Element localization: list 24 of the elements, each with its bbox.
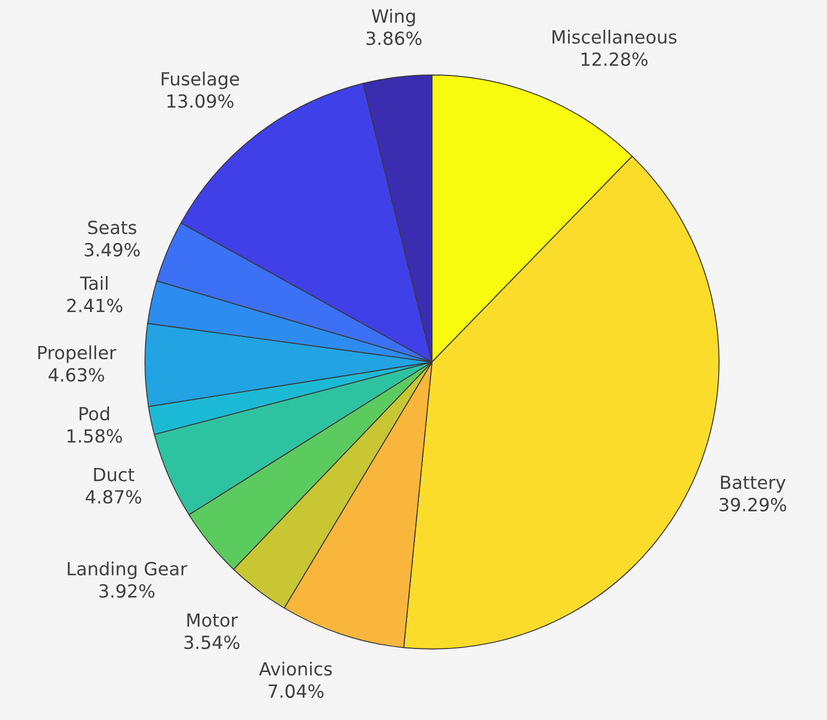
slice-label: Tail [80,276,108,290]
slice-label: Motor [187,613,238,627]
slice-label: Duct [94,468,134,482]
data-label: 4.87% [86,490,142,504]
data-label: 3.54% [184,636,240,650]
data-label: 1.58% [68,429,122,443]
data-label: 4.63% [48,368,104,382]
data-label: 13.09% [168,94,234,108]
data-label: 2.41% [67,298,122,312]
data-label: 3.86% [366,31,422,46]
slice-label: Battery [721,476,786,493]
slice-label: Avionics [259,662,332,676]
data-label: 7.04% [268,684,324,698]
slice-label: Pod [80,406,109,421]
data-label: 3.49% [84,242,140,257]
slice-label: Propeller [38,345,116,363]
slice-label: Miscellaneous [552,30,676,44]
slice-label: Landing Gear [68,562,188,580]
data-label: 12.28% [582,52,648,66]
slice-label: Seats [88,220,136,234]
slice-label: Fuselage [162,72,240,90]
data-label: 3.92% [99,584,154,598]
data-label: 39.29% [720,498,786,512]
slice-label: Wing [372,8,415,26]
